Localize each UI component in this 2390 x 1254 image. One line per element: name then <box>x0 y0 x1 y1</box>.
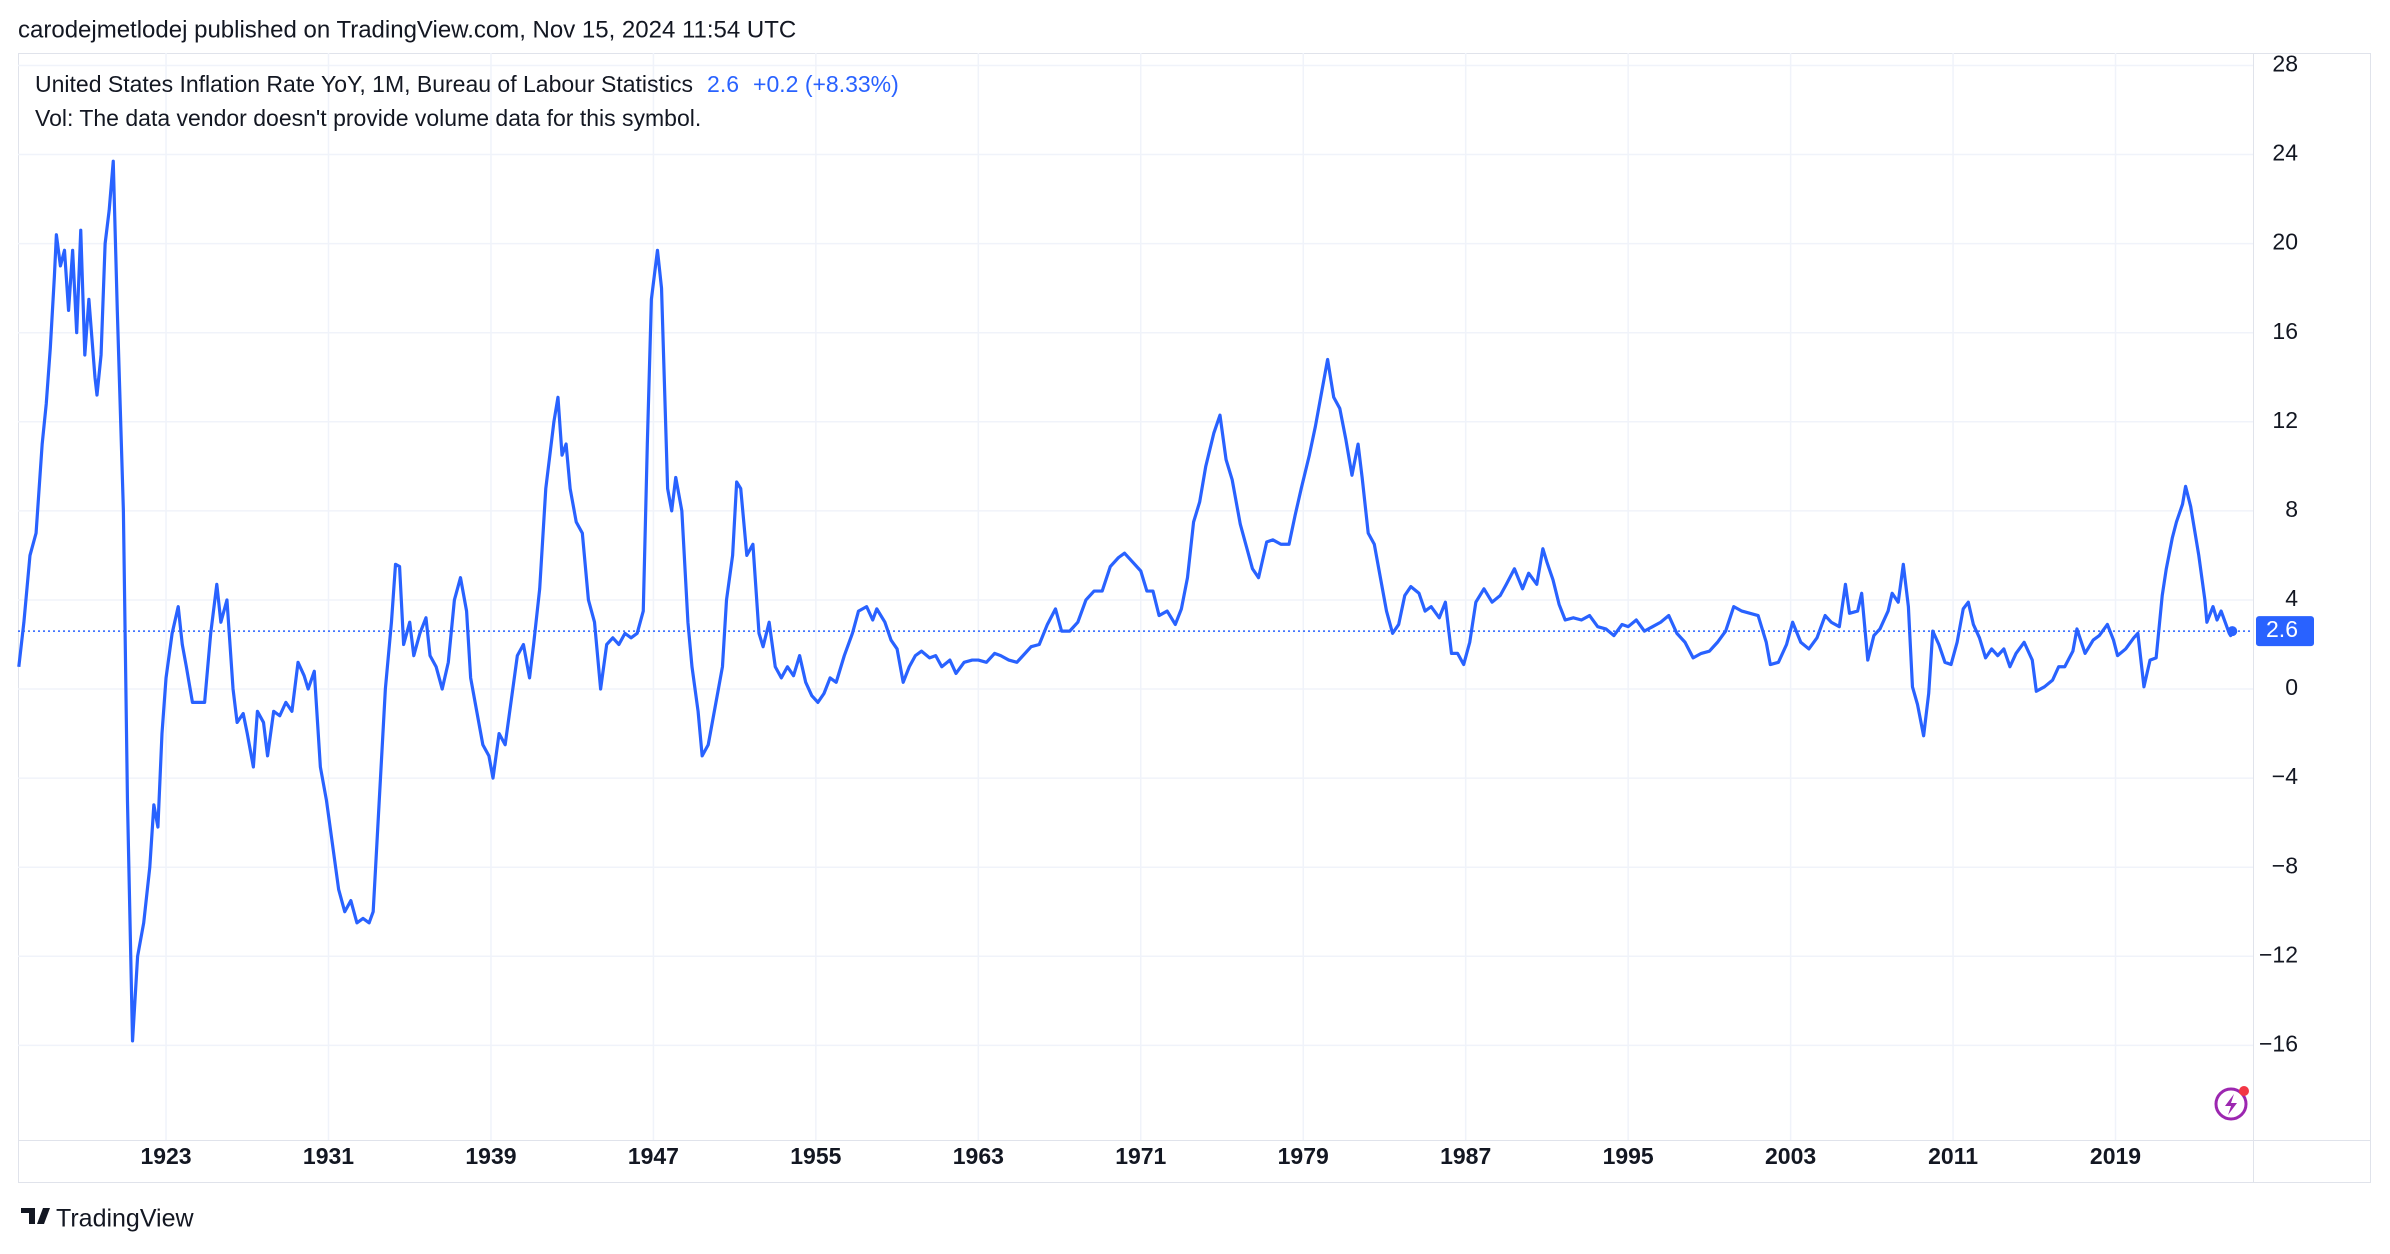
x-tick-label: 2019 <box>2090 1143 2141 1169</box>
legend-subtitle: Vol: The data vendor doesn't provide vol… <box>35 105 701 131</box>
brand-logo <box>21 1208 50 1224</box>
logo-mark <box>21 1208 50 1224</box>
y-tick-label: 20 <box>2272 229 2298 255</box>
y-tick-label: −16 <box>2259 1030 2298 1056</box>
brand: TradingView <box>56 1205 195 1233</box>
x-tick-label: 1963 <box>953 1143 1004 1169</box>
y-tick-label: 16 <box>2272 318 2298 344</box>
x-tick-label: 1923 <box>140 1143 191 1169</box>
legend-title-line: United States Inflation Rate YoY, 1M, Bu… <box>35 71 899 97</box>
x-tick-label: 1971 <box>1115 1143 1166 1169</box>
plot <box>17 159 2253 1043</box>
y-tick-label: 0 <box>2285 674 2298 700</box>
x-tick-label: 1995 <box>1603 1143 1654 1169</box>
x-tick-label: 2011 <box>1928 1143 1978 1169</box>
y-tick-label: −4 <box>2272 763 2298 789</box>
legend-last-value: 2.6 <box>707 71 739 97</box>
y-tick-label: 8 <box>2285 496 2298 522</box>
y-tick-label: 24 <box>2272 140 2298 166</box>
x-tick-label: 1979 <box>1278 1143 1329 1169</box>
y-tick-label: 12 <box>2272 407 2298 433</box>
chart-frame <box>18 53 2371 1183</box>
x-tick-label: 1931 <box>303 1143 354 1169</box>
last-point <box>2227 626 2238 637</box>
icon-ring[interactable] <box>2214 1087 2248 1121</box>
series-line <box>17 159 2234 1043</box>
icon-badge[interactable] <box>2239 1086 2249 1096</box>
x-tick-label: 1947 <box>628 1143 679 1169</box>
icon-bolt[interactable] <box>2225 1094 2237 1115</box>
x-tick-label: 1955 <box>790 1143 841 1169</box>
grid <box>18 53 2253 1140</box>
x-tick-label: 2003 <box>1765 1143 1816 1169</box>
y-tick-label: −12 <box>2259 941 2298 967</box>
x-tick-label: 1939 <box>465 1143 516 1169</box>
y-tick-label: 28 <box>2272 51 2298 77</box>
last-value-badge <box>2256 616 2314 647</box>
y-tick-label: −8 <box>2272 852 2298 878</box>
legend-title: United States Inflation Rate YoY, 1M, Bu… <box>35 71 693 97</box>
credit: carodejmetlodej published on TradingView… <box>18 16 796 43</box>
y-tick-label: 4 <box>2285 585 2298 611</box>
legend-change: +0.2 (+8.33%) <box>753 71 899 97</box>
last-value-label: 2.6 <box>2266 616 2298 642</box>
x-tick-label: 1987 <box>1440 1143 1491 1169</box>
assistant-icon[interactable] <box>2214 1086 2249 1121</box>
